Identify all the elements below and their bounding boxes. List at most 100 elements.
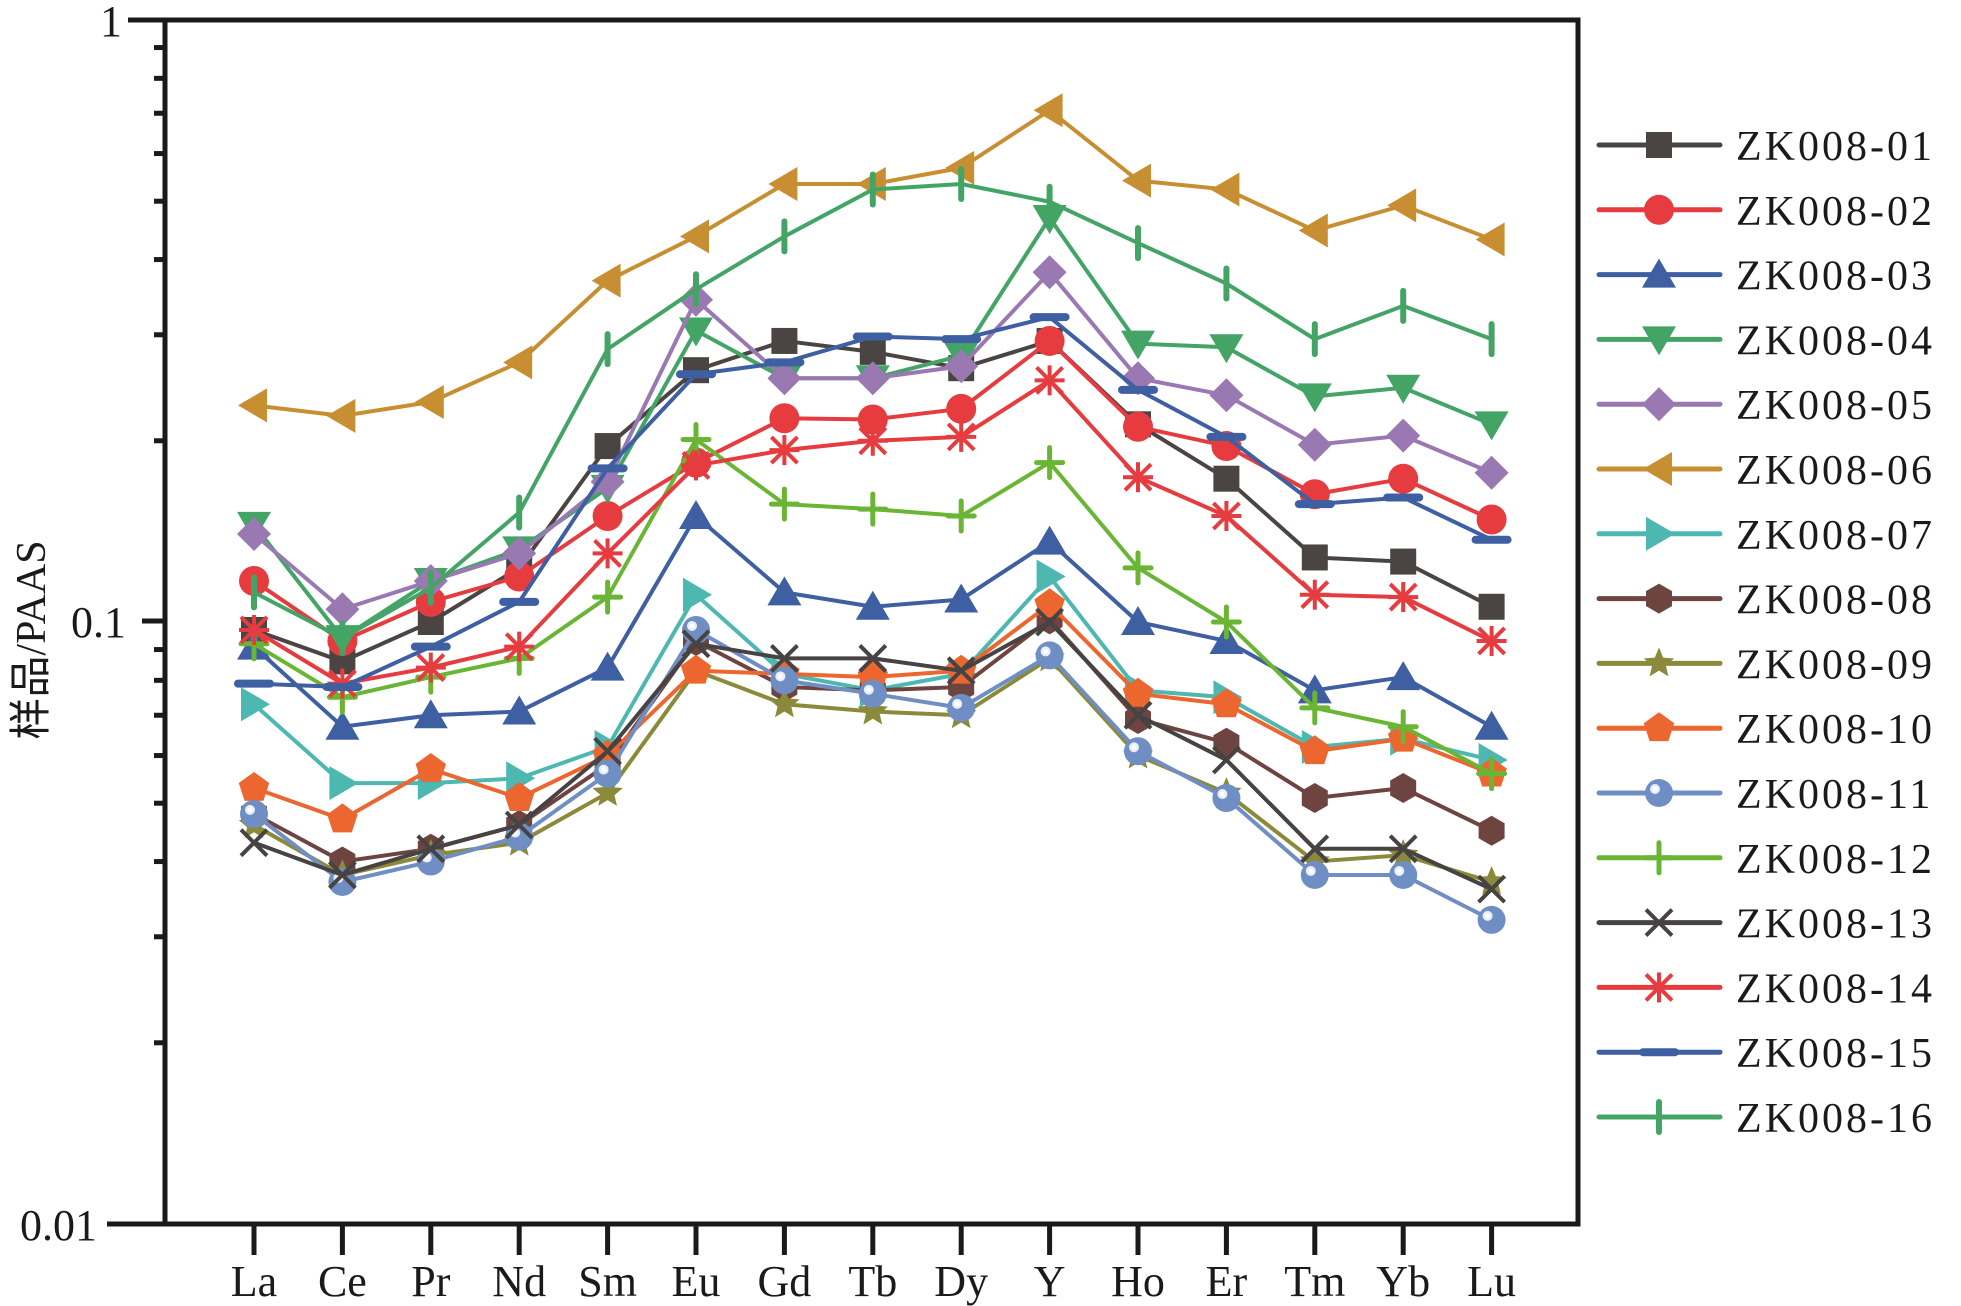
data-point-ZK008-12-Sm — [592, 579, 624, 615]
data-point-ZK008-01-Tb — [859, 338, 886, 365]
y-tick-label-0.1: 0.1 — [71, 598, 126, 647]
data-point-ZK008-11-Lu — [1477, 905, 1506, 934]
x-ticks — [251, 1224, 1495, 1255]
data-point-ZK008-05-La — [237, 517, 271, 552]
data-point-ZK008-09-Sm — [592, 776, 623, 806]
y-axis-label: 样品/PAAS — [9, 540, 55, 739]
data-point-ZK008-11-Tm — [1300, 860, 1329, 889]
legend-label: ZK008-01 — [1736, 124, 1935, 170]
data-point-ZK008-13-Pr — [416, 834, 446, 864]
data-point-ZK008-12-Yb — [1387, 709, 1419, 745]
data-point-ZK008-06-La — [238, 388, 267, 423]
data-point-ZK008-14-Y — [1034, 365, 1065, 396]
data-point-ZK008-04-Yb — [1386, 374, 1421, 404]
data-point-ZK008-14-Ho — [1123, 462, 1153, 493]
legend-item-ZK008-06: ZK008-06 — [1596, 448, 1935, 494]
legend-marker-triangle-left-icon — [1643, 452, 1672, 486]
data-point-ZK008-07-La — [241, 687, 270, 722]
data-point-ZK008-10-Ce — [327, 803, 358, 833]
data-point-ZK008-13-Er — [1211, 745, 1241, 775]
data-point-ZK008-06-Tm — [1298, 213, 1328, 248]
data-point-ZK008-03-Tb — [855, 590, 890, 620]
data-point-ZK008-03-Yb — [1386, 661, 1421, 691]
data-point-ZK008-12-Lu — [1476, 756, 1508, 792]
data-point-ZK008-05-Dy — [944, 349, 979, 384]
data-point-ZK008-06-Pr — [414, 384, 444, 419]
legend-label: ZK008-02 — [1736, 189, 1935, 235]
series-ZK008-16 — [251, 166, 1495, 657]
legend-label: ZK008-07 — [1736, 513, 1935, 559]
data-point-ZK008-06-Yb — [1387, 188, 1417, 223]
data-point-ZK008-08-Er — [1213, 727, 1240, 758]
data-point-ZK008-02-Tb — [857, 404, 888, 435]
data-point-ZK008-02-Y — [1034, 325, 1065, 356]
legend-label: ZK008-06 — [1736, 448, 1935, 494]
data-point-ZK008-14-Sm — [592, 538, 623, 569]
data-point-ZK008-11-Y — [1035, 641, 1064, 670]
y-minor-ticks — [154, 45, 165, 1046]
legend-item-ZK008-03: ZK008-03 — [1596, 254, 1932, 300]
legend: ZK008-01 ZK008-02 ZK008-03 ZK008-04 ZK008-05… — [1596, 124, 1935, 1142]
x-tick-label-Yb: Yb — [1376, 1257, 1430, 1306]
data-point-ZK008-05-Gd — [767, 361, 802, 396]
data-point-ZK008-07-Ce — [329, 766, 359, 801]
legend-label: ZK008-11 — [1736, 772, 1933, 818]
legend-marker-star-icon — [1643, 647, 1675, 677]
data-point-ZK008-13-La — [239, 828, 269, 858]
legend-label: ZK008-15 — [1736, 1031, 1935, 1077]
data-point-ZK008-12-Tb — [857, 491, 889, 527]
data-point-ZK008-14-Yb — [1388, 582, 1419, 613]
data-point-ZK008-03-Tm — [1297, 674, 1332, 704]
data-point-ZK008-05-Nd — [502, 536, 537, 571]
data-point-ZK008-05-Yb — [1386, 418, 1421, 453]
series-ZK008-11 — [240, 615, 1506, 934]
data-point-ZK008-03-Y — [1032, 525, 1067, 555]
data-point-ZK008-14-Lu — [1476, 625, 1507, 656]
x-tick-label-Ce: Ce — [318, 1257, 367, 1306]
data-point-ZK008-01-Yb — [1390, 548, 1417, 575]
data-point-ZK008-13-Tm — [1300, 834, 1330, 864]
legend-item-ZK008-07: ZK008-07 — [1596, 513, 1935, 559]
data-point-ZK008-10-La — [238, 771, 270, 801]
legend-item-ZK008-04: ZK008-04 — [1596, 318, 1932, 364]
data-point-ZK008-11-Tb — [858, 679, 887, 708]
data-point-ZK008-12-Gd — [768, 486, 800, 522]
legend-item-ZK008-14: ZK008-14 — [1596, 966, 1932, 1012]
data-point-ZK008-06-Sm — [591, 263, 621, 298]
data-point-ZK008-13-Sm — [593, 736, 623, 766]
legend-item-ZK008-16: ZK008-16 — [1596, 1096, 1932, 1142]
data-point-ZK008-14-La — [239, 614, 269, 645]
data-point-ZK008-10-Ho — [1122, 677, 1154, 707]
legend-item-ZK008-13: ZK008-13 — [1596, 902, 1932, 948]
data-point-ZK008-12-Tm — [1299, 690, 1331, 726]
data-point-ZK008-06-Ho — [1122, 163, 1151, 198]
x-tick-label-Pr: Pr — [411, 1257, 450, 1306]
x-tick-label-Y: Y — [1034, 1257, 1066, 1306]
data-point-ZK008-12-Y — [1034, 445, 1066, 481]
series-ZK008-05 — [237, 255, 1509, 627]
legend-marker-cross-icon — [1644, 908, 1674, 938]
x-category-labels: La Ce Pr Nd Sm Eu Gd Tb Dy Y Ho Er Tm Yb Lu — [231, 1257, 1516, 1306]
x-tick-label-Sm: Sm — [578, 1257, 637, 1306]
legend-marker-asterisk-icon — [1644, 972, 1674, 1003]
data-point-ZK008-11-Sm — [593, 759, 622, 788]
data-point-ZK008-11-Ho — [1124, 737, 1152, 766]
data-point-ZK008-06-Eu — [680, 219, 709, 254]
data-point-ZK008-10-Y — [1034, 588, 1065, 618]
data-point-ZK008-04-Ho — [1121, 330, 1155, 360]
y-tick-label-1: 1 — [100, 0, 122, 46]
data-point-ZK008-13-Yb — [1388, 834, 1418, 864]
data-point-ZK008-11-Eu — [682, 615, 710, 644]
data-point-ZK008-14-Gd — [769, 435, 800, 466]
data-point-ZK008-03-Dy — [944, 583, 979, 613]
data-point-ZK008-06-Y — [1033, 93, 1063, 128]
data-point-ZK008-14-Eu — [681, 450, 711, 481]
data-point-ZK008-14-Nd — [504, 631, 535, 662]
data-point-ZK008-14-Pr — [415, 652, 446, 683]
data-point-ZK008-09-Yb — [1387, 839, 1419, 869]
legend-item-ZK008-05: ZK008-05 — [1596, 383, 1932, 429]
data-point-ZK008-08-Tm — [1301, 783, 1328, 814]
legend-label: ZK008-09 — [1736, 642, 1935, 688]
series — [234, 93, 1512, 934]
data-point-ZK008-03-Gd — [767, 576, 802, 606]
